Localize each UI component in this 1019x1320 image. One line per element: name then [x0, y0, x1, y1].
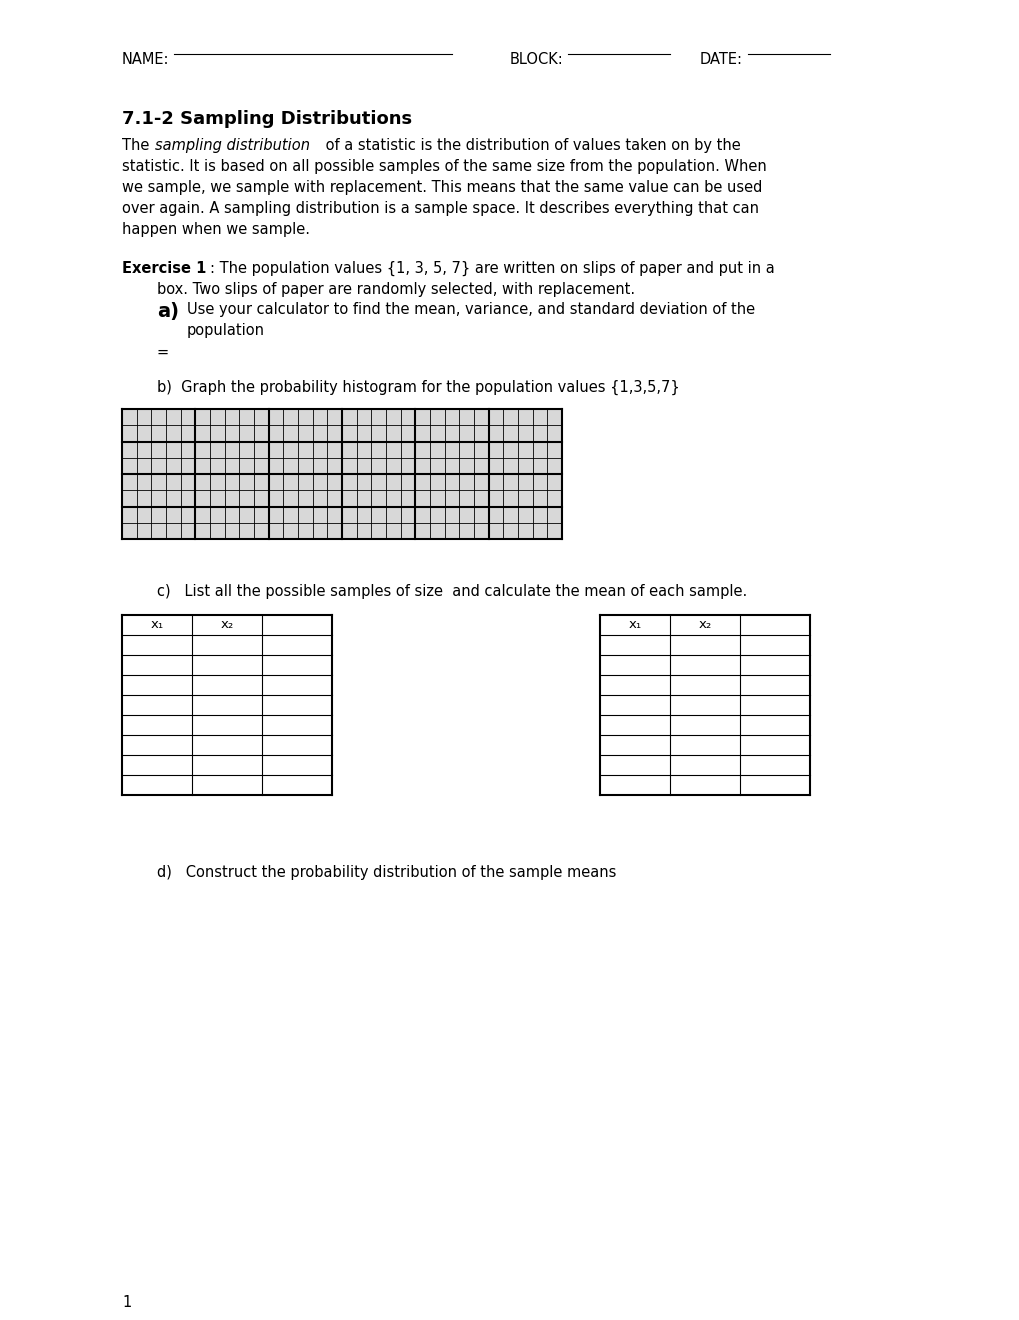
- Text: DATE:: DATE:: [699, 51, 742, 67]
- Text: 7.1-2 Sampling Distributions: 7.1-2 Sampling Distributions: [122, 110, 412, 128]
- Text: =: =: [157, 345, 169, 360]
- Text: over again. A sampling distribution is a sample space. It describes everything t: over again. A sampling distribution is a…: [122, 201, 758, 216]
- Text: : The population values {1, 3, 5, 7} are written on slips of paper and put in a: : The population values {1, 3, 5, 7} are…: [210, 261, 774, 276]
- Text: sampling distribution: sampling distribution: [155, 139, 310, 153]
- Text: a): a): [157, 302, 178, 321]
- Text: population: population: [186, 323, 265, 338]
- Text: d)   Construct the probability distribution of the sample means: d) Construct the probability distributio…: [157, 865, 615, 880]
- Text: of a statistic is the distribution of values taken on by the: of a statistic is the distribution of va…: [321, 139, 740, 153]
- Text: statistic. It is based on all possible samples of the same size from the populat: statistic. It is based on all possible s…: [122, 158, 766, 174]
- Text: we sample, we sample with replacement. This means that the same value can be use: we sample, we sample with replacement. T…: [122, 180, 761, 195]
- Text: The: The: [122, 139, 154, 153]
- Text: BLOCK:: BLOCK:: [510, 51, 564, 67]
- Bar: [122, 409, 561, 539]
- Text: x₂: x₂: [698, 619, 711, 631]
- Text: Use your calculator to find the mean, variance, and standard deviation of the: Use your calculator to find the mean, va…: [186, 302, 754, 317]
- Text: x₂: x₂: [220, 619, 233, 631]
- Text: happen when we sample.: happen when we sample.: [122, 222, 310, 238]
- Text: box. Two slips of paper are randomly selected, with replacement.: box. Two slips of paper are randomly sel…: [157, 282, 635, 297]
- Text: c)   List all the possible samples of size  and calculate the mean of each sampl: c) List all the possible samples of size…: [157, 583, 747, 599]
- Text: NAME:: NAME:: [122, 51, 169, 67]
- Text: x₁: x₁: [150, 619, 163, 631]
- Text: b)  Graph the probability histogram for the population values {1,3,5,7}: b) Graph the probability histogram for t…: [157, 380, 679, 395]
- Text: 1: 1: [122, 1295, 131, 1309]
- Text: Exercise 1: Exercise 1: [122, 261, 206, 276]
- Text: x₁: x₁: [628, 619, 641, 631]
